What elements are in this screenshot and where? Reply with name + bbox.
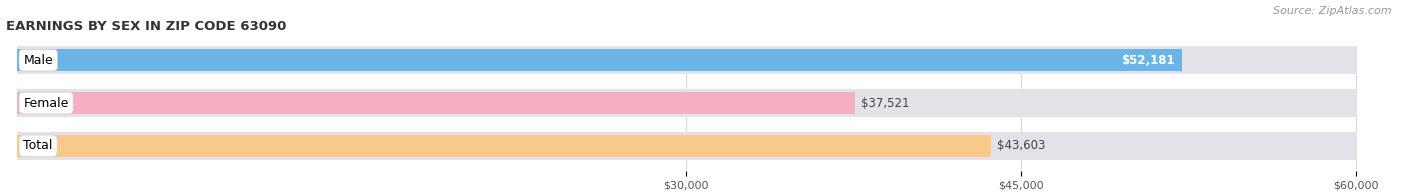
Bar xyxy=(17,46,1355,74)
Text: $37,521: $37,521 xyxy=(860,96,910,110)
Bar xyxy=(17,92,853,114)
Bar xyxy=(17,132,1355,160)
Text: Male: Male xyxy=(24,54,53,67)
Bar xyxy=(17,135,990,157)
Text: $52,181: $52,181 xyxy=(1121,54,1174,67)
Text: EARNINGS BY SEX IN ZIP CODE 63090: EARNINGS BY SEX IN ZIP CODE 63090 xyxy=(6,20,285,33)
Text: $43,603: $43,603 xyxy=(997,139,1045,152)
Bar xyxy=(17,89,1355,117)
Text: Total: Total xyxy=(24,139,53,152)
Text: Female: Female xyxy=(24,96,69,110)
Bar xyxy=(17,49,1181,71)
Text: Source: ZipAtlas.com: Source: ZipAtlas.com xyxy=(1274,6,1392,16)
